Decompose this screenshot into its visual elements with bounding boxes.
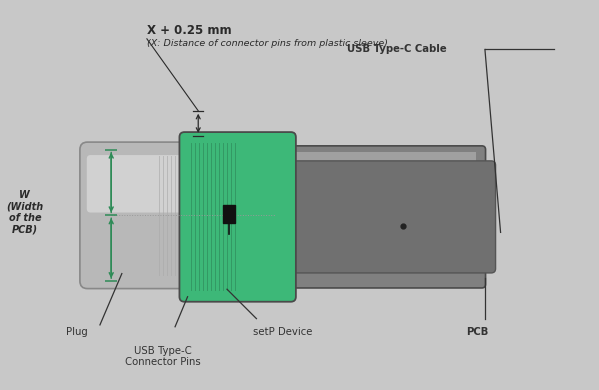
- Text: USB Type-C Cable: USB Type-C Cable: [347, 44, 447, 55]
- Text: Plug: Plug: [65, 327, 87, 337]
- Bar: [223, 205, 235, 223]
- FancyBboxPatch shape: [180, 132, 296, 302]
- Text: USB Type-C
Connector Pins: USB Type-C Connector Pins: [125, 346, 201, 367]
- Text: W/2: W/2: [122, 243, 145, 253]
- FancyBboxPatch shape: [240, 146, 486, 288]
- Bar: [250, 152, 476, 163]
- Text: W/2: W/2: [122, 177, 145, 188]
- Text: (X: Distance of connector pins from plastic sleeve): (X: Distance of connector pins from plas…: [147, 39, 388, 48]
- Text: W
(Width
of the
PCB): W (Width of the PCB): [6, 190, 44, 235]
- Text: setP Device: setP Device: [253, 327, 313, 337]
- FancyBboxPatch shape: [80, 142, 211, 289]
- FancyBboxPatch shape: [286, 161, 495, 273]
- FancyBboxPatch shape: [87, 155, 204, 213]
- Text: X + 0.25 mm: X + 0.25 mm: [147, 24, 232, 37]
- Text: PCB: PCB: [466, 327, 488, 337]
